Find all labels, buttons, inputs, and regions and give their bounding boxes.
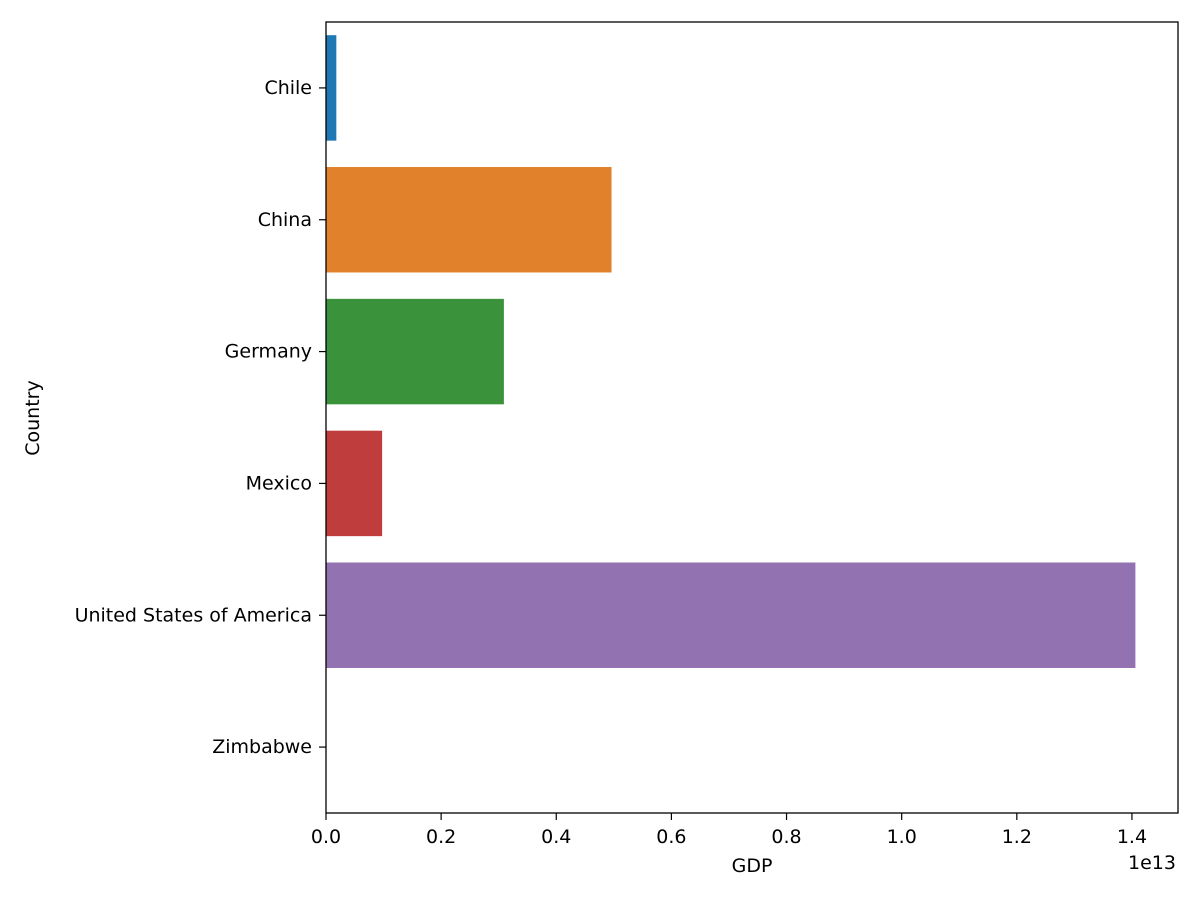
x-axis-label: GDP	[732, 855, 773, 877]
x-tick-label: 1.2	[1002, 826, 1032, 848]
x-tick-label: 0.8	[771, 826, 801, 848]
y-tick-label: Zimbabwe	[212, 736, 312, 758]
y-ticks-group: Chile China Germany Mexico United States of …	[75, 77, 326, 758]
y-axis-label: Country	[22, 380, 44, 455]
x-ticks-group: 0.0 0.2 0.4 0.6 0.8 1.0 1.2 1.4	[311, 813, 1147, 848]
y-tick-label: China	[258, 209, 312, 231]
y-tick-label: Germany	[225, 341, 312, 363]
x-offset-label: 1e13	[1128, 852, 1176, 874]
x-tick-label: 1.4	[1117, 826, 1147, 848]
bar-united-states-of-america	[326, 562, 1136, 668]
x-tick-label: 0.2	[426, 826, 456, 848]
bar-germany	[326, 298, 504, 405]
bar-mexico	[326, 430, 383, 537]
y-tick-label: United States of America	[75, 604, 312, 626]
y-tick-label: Chile	[264, 77, 312, 99]
y-tick-label: Mexico	[246, 472, 312, 494]
bar-chile	[326, 35, 337, 141]
plot-background	[326, 22, 1178, 813]
x-tick-label: 0.6	[656, 826, 686, 848]
bars-group	[326, 35, 1136, 800]
x-tick-label: 0.0	[311, 826, 341, 848]
x-tick-label: 0.4	[541, 826, 571, 848]
x-tick-label: 1.0	[887, 826, 917, 848]
plot-frame	[325, 21, 1179, 814]
bar-china	[326, 167, 612, 273]
